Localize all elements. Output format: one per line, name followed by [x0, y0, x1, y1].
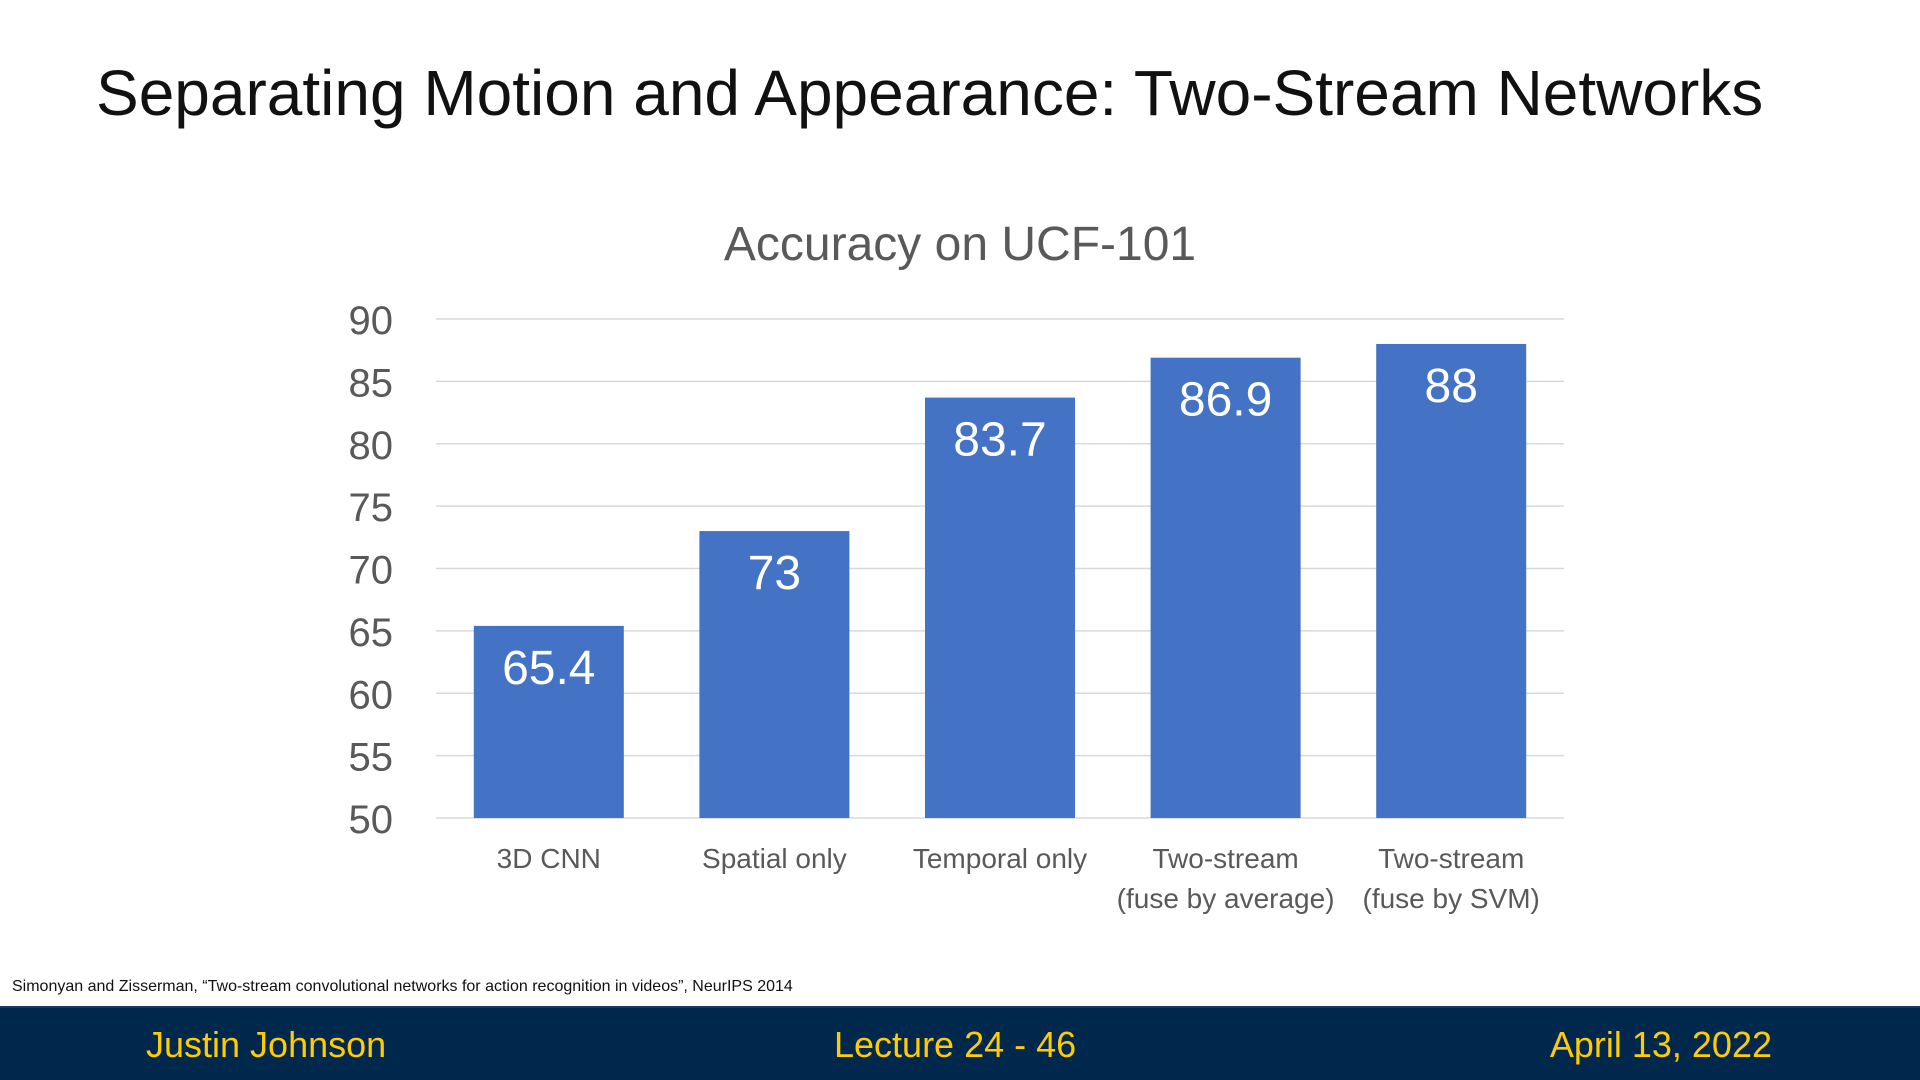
bar — [925, 397, 1075, 818]
data-label: 88 — [1425, 360, 1478, 413]
data-label: 86.9 — [1179, 374, 1272, 427]
y-tick-label: 80 — [349, 424, 394, 468]
x-tick-label: 3D CNN — [497, 843, 601, 874]
y-tick-label: 60 — [349, 673, 394, 717]
footer-bar: Justin Johnson Lecture 24 - 46 April 13,… — [0, 1006, 1920, 1080]
y-tick-label: 75 — [349, 486, 394, 530]
x-tick-label: Two-stream — [1378, 843, 1524, 874]
data-label: 83.7 — [953, 414, 1046, 467]
slide-title: Separating Motion and Appearance: Two-St… — [96, 57, 1764, 129]
x-tick-label: Spatial only — [702, 843, 847, 874]
x-axis-tick-labels: 3D CNN Spatial only Temporal only Two-strea… — [497, 843, 1540, 914]
y-tick-label: 85 — [349, 361, 394, 405]
bar-chart: Accuracy on UCF-101 50 55 60 65 70 75 80 85 90 6… — [349, 218, 1564, 914]
bar — [1376, 343, 1527, 818]
footer-lecture-number: Lecture 24 - 46 — [834, 1024, 1077, 1065]
bar — [699, 531, 850, 818]
footer-date: April 13, 2022 — [1549, 1024, 1772, 1065]
bar — [1150, 357, 1301, 818]
y-axis-tick-labels: 50 55 60 65 70 75 80 85 90 — [349, 299, 394, 842]
footer-author: Justin Johnson — [146, 1024, 387, 1065]
bar — [473, 625, 624, 818]
bars — [473, 343, 1527, 818]
data-label: 73 — [748, 547, 801, 600]
data-label: 65.4 — [502, 642, 595, 695]
chart-title: Accuracy on UCF-101 — [724, 218, 1196, 271]
y-tick-label: 65 — [349, 611, 394, 655]
y-tick-label: 90 — [349, 299, 394, 343]
y-tick-label: 55 — [349, 736, 394, 780]
y-tick-label: 50 — [349, 798, 394, 842]
x-tick-label: (fuse by SVM) — [1363, 883, 1540, 914]
data-labels: 65.4 73 83.7 86.9 88 — [502, 360, 1478, 695]
x-tick-label: (fuse by average) — [1117, 883, 1335, 914]
citation: Simonyan and Zisserman, “Two-stream conv… — [12, 978, 793, 995]
x-tick-label: Two-stream — [1152, 843, 1298, 874]
x-tick-label: Temporal only — [913, 843, 1087, 874]
y-tick-label: 70 — [349, 549, 394, 593]
